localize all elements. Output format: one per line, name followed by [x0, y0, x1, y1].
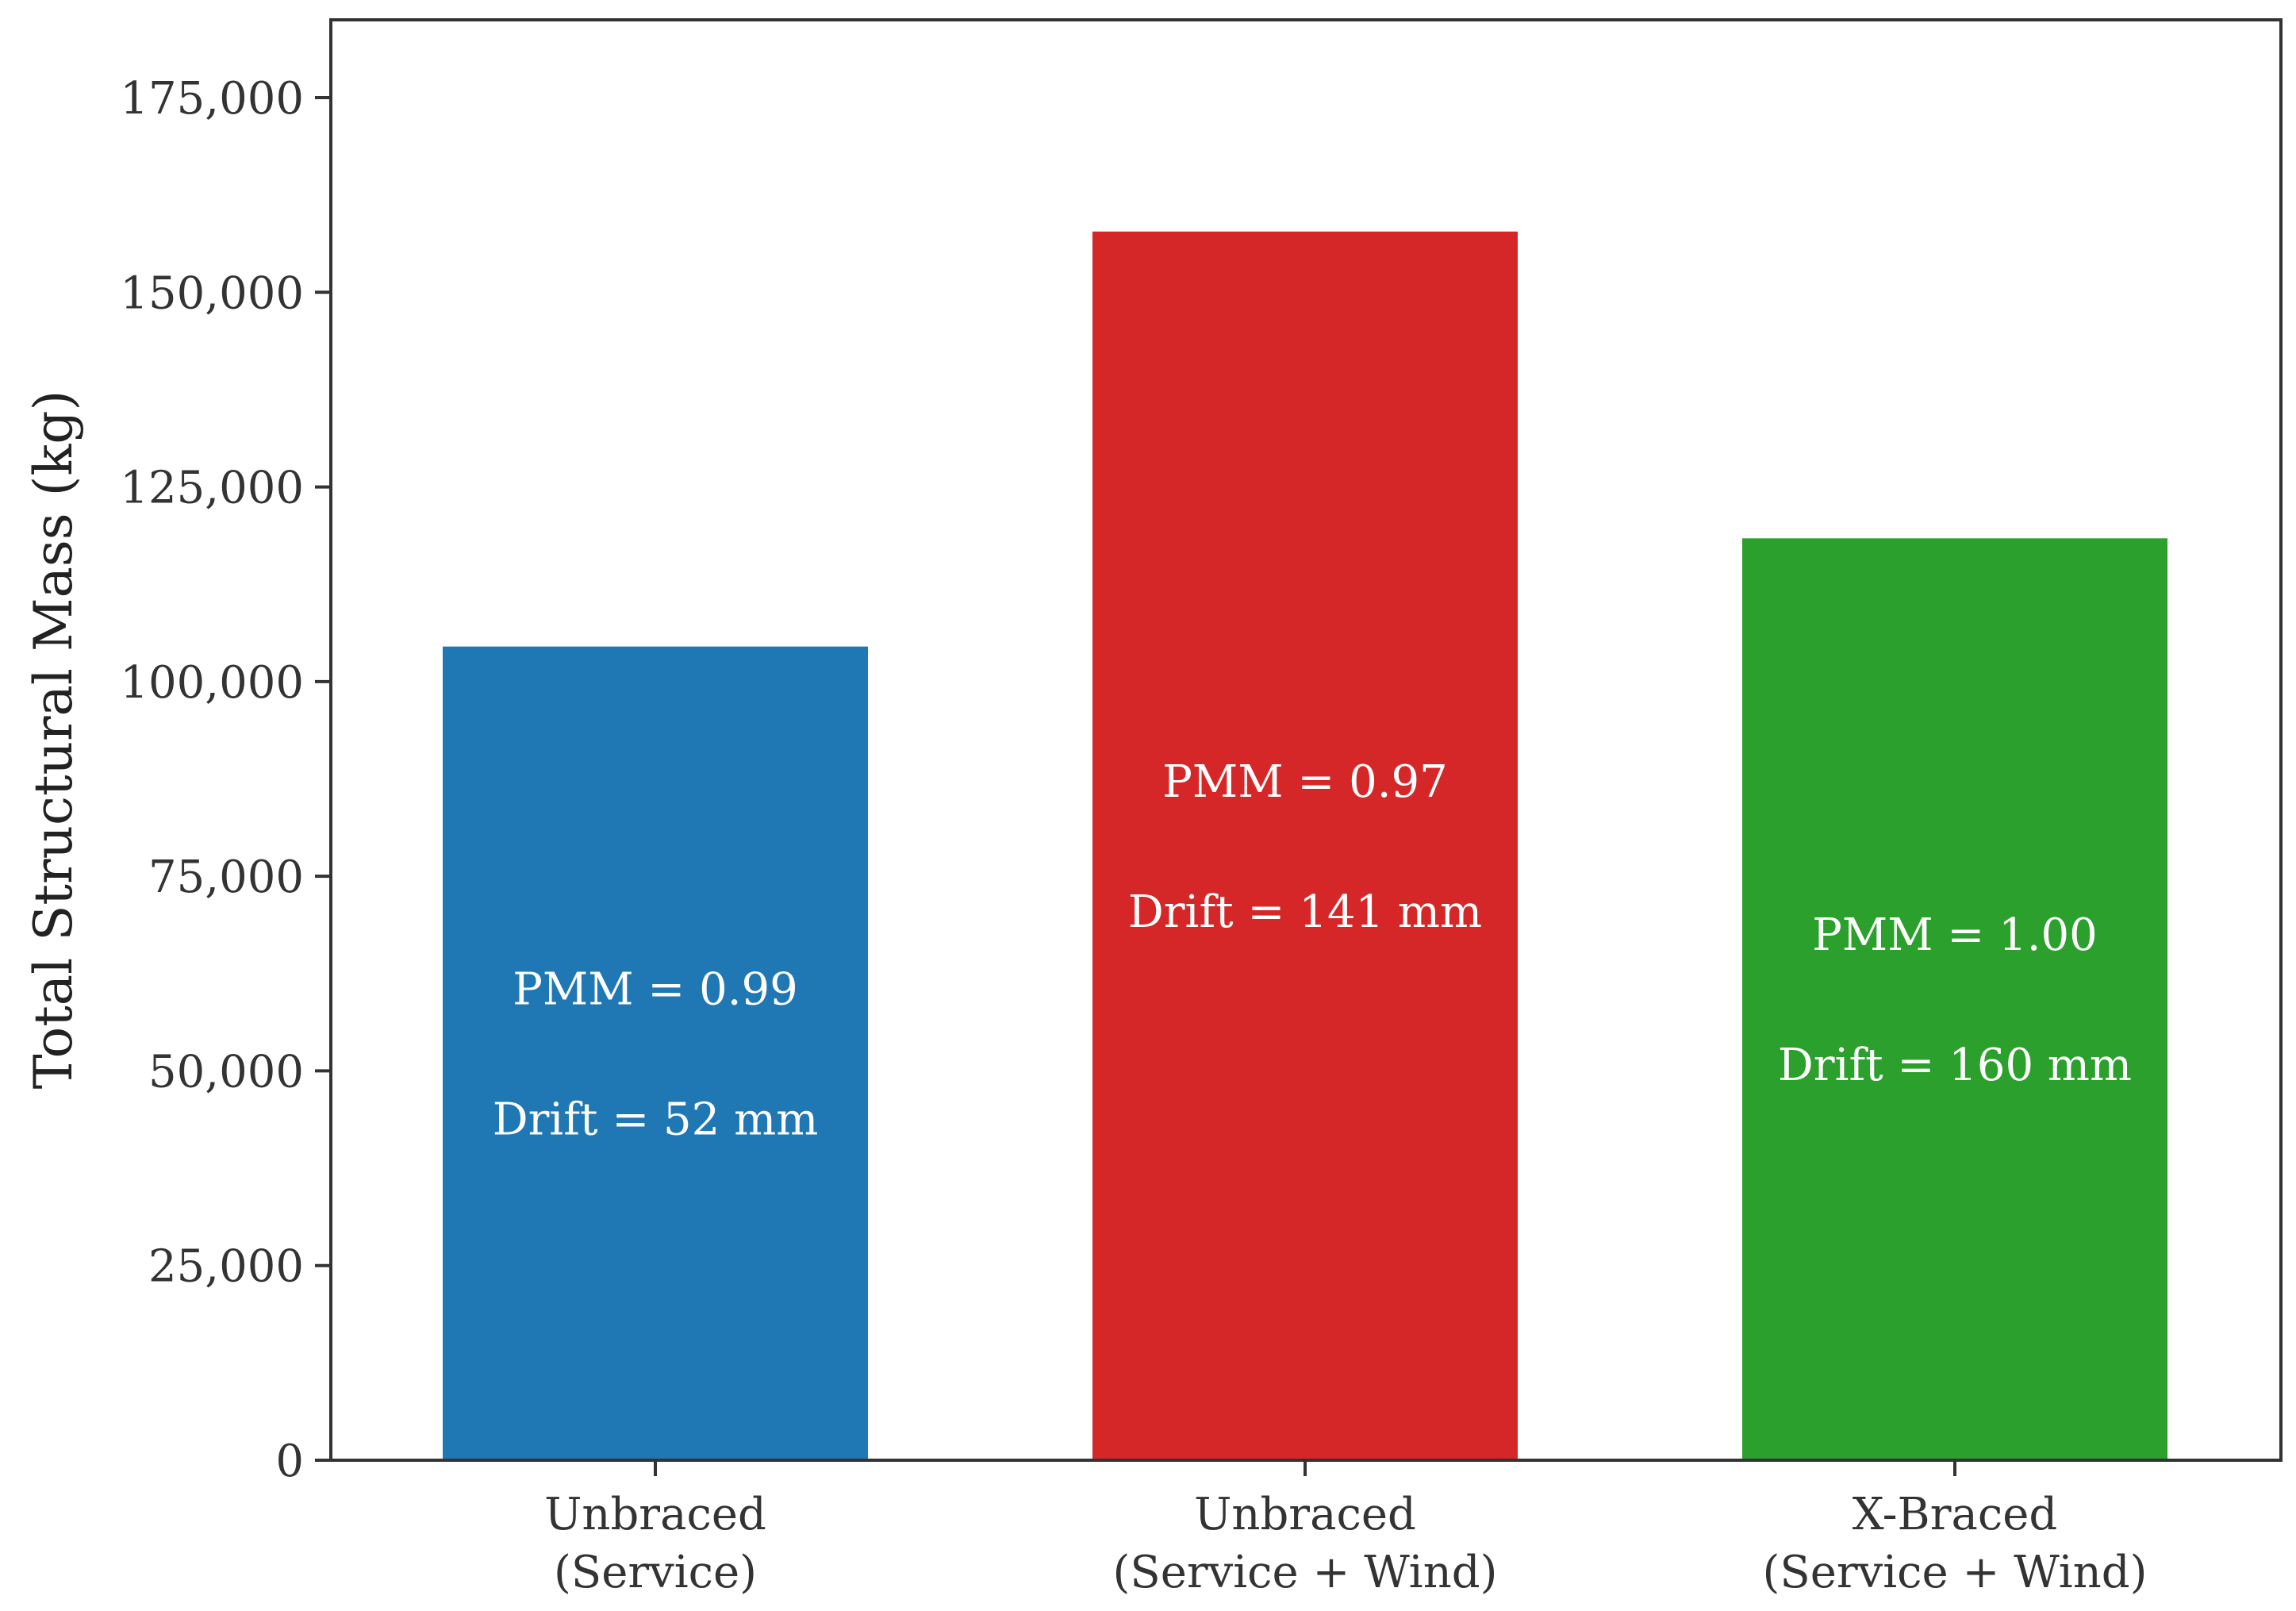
x-tick-label: Unbraced [1194, 1489, 1416, 1540]
drift-label: Drift = 141 mm [1128, 886, 1482, 938]
y-tick-label: 100,000 [120, 657, 304, 709]
x-tick-label: (Service) [554, 1547, 757, 1598]
x-tick-label: (Service + Wind) [1113, 1547, 1498, 1598]
x-tick-label: (Service + Wind) [1763, 1547, 2148, 1598]
drift-label: Drift = 52 mm [493, 1094, 819, 1145]
y-tick-label: 150,000 [120, 267, 304, 319]
plot-frame [329, 18, 2283, 1462]
x-tick-label: Unbraced [544, 1489, 766, 1540]
drift-label: Drift = 160 mm [1778, 1040, 2132, 1091]
y-axis-title: Total Structural Mass (kg) [23, 390, 84, 1090]
bar [1092, 231, 1518, 1460]
x-tick-label: X-Braced [1853, 1489, 2057, 1540]
bar [1742, 538, 2167, 1460]
x-axis-ticks: Unbraced (Service) Unbraced (Service + Wind… [544, 1460, 2147, 1598]
y-tick-label: 75,000 [148, 852, 304, 903]
bar-annotations: PMM = 0.99 Drift = 52 mm PMM = 0.97 Drift =… [493, 756, 2132, 1145]
y-axis-ticks: 0 25,000 50,000 75,000 100,000 125,000 150,000… [120, 73, 331, 1487]
bars [443, 231, 2167, 1460]
pmm-label: PMM = 1.00 [1812, 909, 2098, 961]
y-tick-label: 175,000 [120, 73, 304, 125]
pmm-label: PMM = 0.99 [513, 963, 798, 1015]
y-tick-label: 125,000 [120, 463, 304, 514]
y-tick-label: 50,000 [148, 1046, 304, 1098]
y-tick-label: 0 [275, 1436, 304, 1487]
pmm-label: PMM = 0.97 [1162, 756, 1448, 808]
y-tick-label: 25,000 [148, 1241, 304, 1293]
bar [443, 646, 868, 1460]
